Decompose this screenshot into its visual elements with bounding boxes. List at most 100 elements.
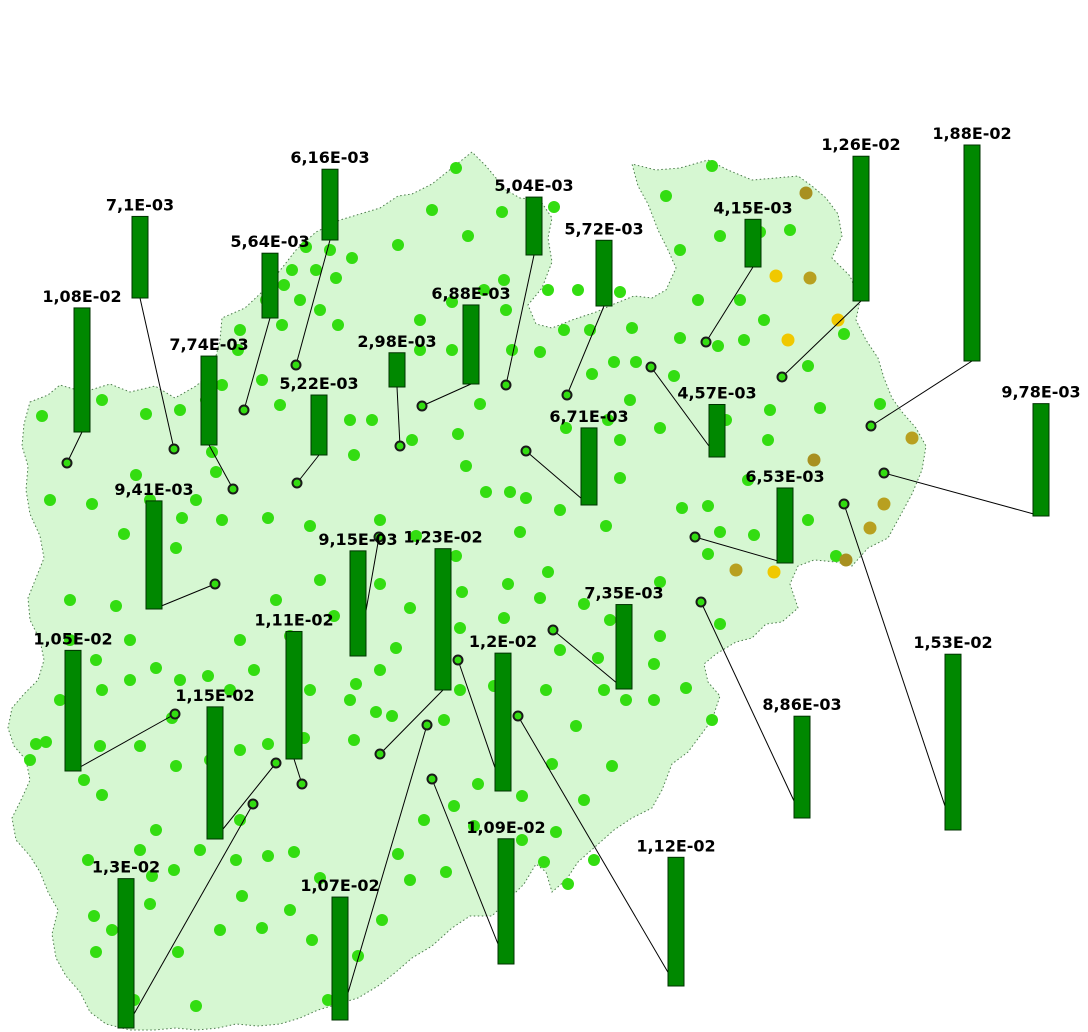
station-dot — [392, 239, 404, 251]
station-dot — [654, 422, 666, 434]
station-anchor — [209, 578, 221, 590]
station-dot — [692, 294, 704, 306]
station-dot — [498, 612, 510, 624]
station-dot — [314, 574, 326, 586]
station-dot — [506, 344, 518, 356]
station-dot — [542, 284, 554, 296]
value-bar — [494, 652, 512, 792]
station-dot — [572, 284, 584, 296]
value-bar — [1032, 403, 1050, 517]
station-dot — [176, 512, 188, 524]
station-dot — [216, 514, 228, 526]
station-dot — [96, 394, 108, 406]
value-bar — [793, 715, 811, 819]
station-dot — [262, 512, 274, 524]
leader-line — [700, 601, 803, 819]
station-dot — [210, 466, 222, 478]
station-dot — [306, 934, 318, 946]
value-label: 5,04E-03 — [494, 176, 573, 195]
leader-line — [379, 689, 444, 755]
station-dot — [194, 844, 206, 856]
station-dot — [328, 610, 340, 622]
station-dot — [78, 774, 90, 786]
value-label: 1,88E-02 — [932, 124, 1011, 143]
station-dot — [118, 528, 130, 540]
value-bar — [145, 500, 163, 610]
station-anchor — [520, 445, 532, 457]
station-dot — [714, 526, 726, 538]
leader-line — [72, 713, 176, 772]
station-dot — [478, 284, 490, 296]
station-anchor — [416, 400, 428, 412]
leader-line — [525, 450, 590, 506]
station-dot — [578, 794, 590, 806]
value-label: 5,64E-03 — [230, 232, 309, 251]
station-dot-high — [767, 565, 781, 579]
station-dot — [654, 576, 666, 588]
station-dot — [314, 872, 326, 884]
station-dot — [542, 566, 554, 578]
value-label: 7,35E-03 — [584, 584, 663, 603]
station-dot — [548, 201, 560, 213]
station-dot — [702, 548, 714, 560]
station-dot — [712, 340, 724, 352]
station-anchor — [512, 710, 524, 722]
station-dot — [496, 206, 508, 218]
station-dot — [134, 844, 146, 856]
station-dot — [516, 790, 528, 802]
station-dot — [36, 410, 48, 422]
station-anchor — [547, 624, 559, 636]
station-dot — [248, 664, 260, 676]
station-dot — [598, 684, 610, 696]
station-dot — [448, 800, 460, 812]
value-bar — [944, 653, 962, 831]
station-dot — [474, 398, 486, 410]
station-dot — [390, 642, 402, 654]
station-dot — [516, 834, 528, 846]
leader-line — [214, 762, 277, 840]
leader-line — [139, 297, 175, 450]
station-dot — [170, 542, 182, 554]
station-dot — [262, 850, 274, 862]
leader-line — [125, 803, 254, 1029]
station-dot — [680, 682, 692, 694]
station-dot — [236, 890, 248, 902]
station-dot — [426, 204, 438, 216]
leader-line — [339, 724, 428, 1021]
station-dot — [224, 684, 236, 696]
station-dot — [286, 264, 298, 276]
value-bar — [708, 403, 726, 458]
station-dot — [324, 244, 336, 256]
value-bar — [776, 487, 794, 564]
station-anchor — [695, 596, 707, 608]
station-dot — [230, 854, 242, 866]
value-labels: 1,88E-02 1,26E-02 6,16E-03 7,1E-03 5,04E-03 5… — [33, 124, 1080, 895]
station-dot — [538, 856, 550, 868]
station-dot — [64, 594, 76, 606]
value-label: 1,09E-02 — [466, 818, 545, 837]
station-dot — [706, 160, 718, 172]
station-dot — [748, 529, 760, 541]
station-dot — [472, 778, 484, 790]
station-dot — [614, 472, 626, 484]
station-dot — [274, 399, 286, 411]
value-bar — [131, 215, 149, 299]
station-dot — [562, 878, 574, 890]
station-dot — [190, 494, 202, 506]
station-dot — [310, 264, 322, 276]
station-dot — [348, 449, 360, 461]
station-dot — [500, 304, 512, 316]
station-dot — [460, 460, 472, 472]
station-anchor — [776, 371, 788, 383]
leader-line — [870, 360, 973, 427]
value-bar — [462, 304, 480, 385]
station-dot — [234, 324, 246, 336]
value-bar — [434, 548, 452, 691]
station-dot — [654, 630, 666, 642]
station-dot — [626, 322, 638, 334]
station-dot — [578, 598, 590, 610]
station-dot — [674, 244, 686, 256]
value-bar — [200, 355, 218, 446]
value-label: 1,05E-02 — [33, 629, 112, 648]
station-dot — [300, 241, 312, 253]
